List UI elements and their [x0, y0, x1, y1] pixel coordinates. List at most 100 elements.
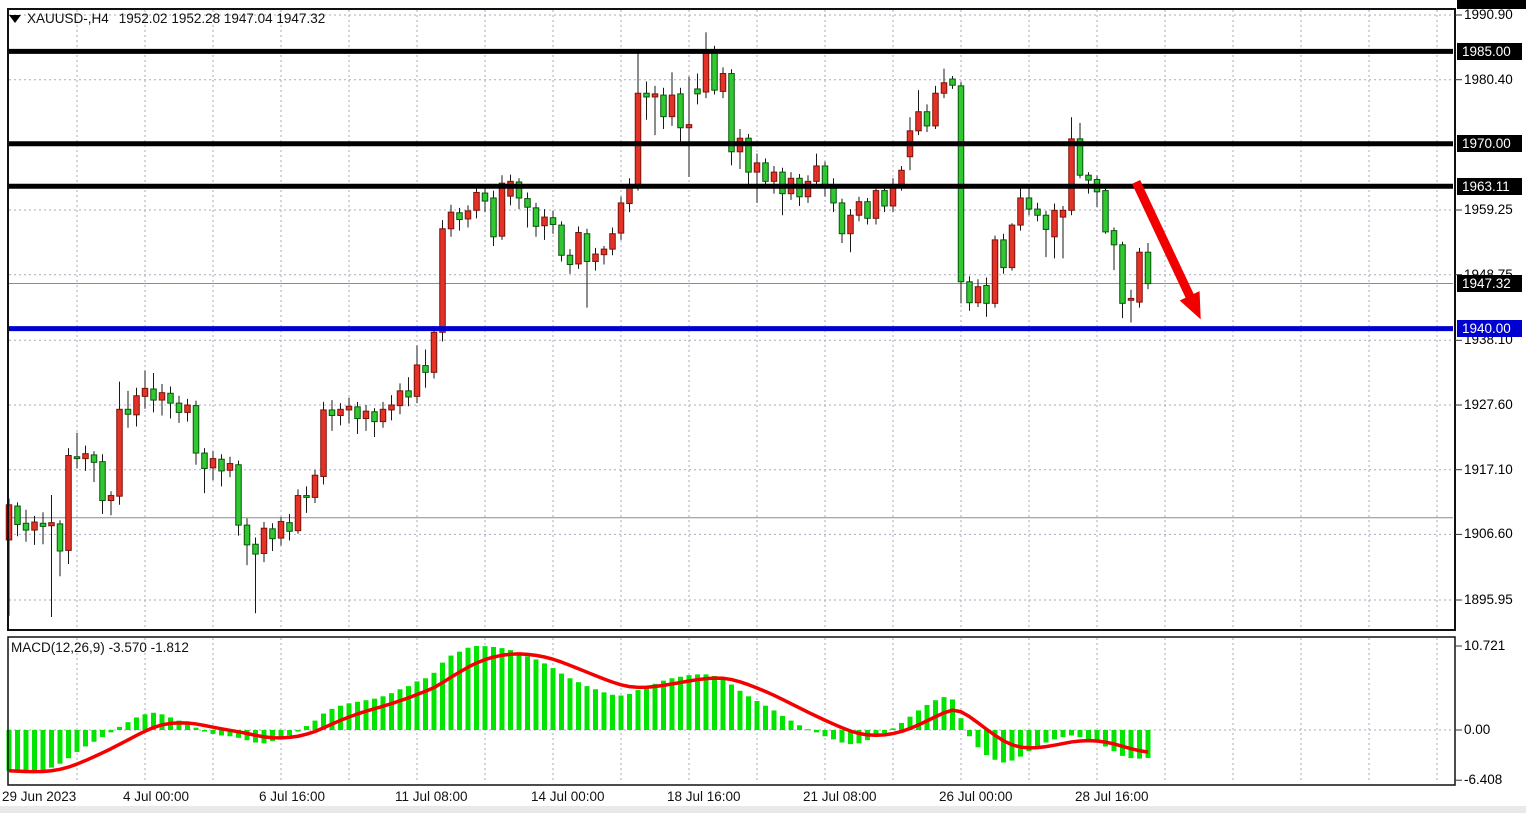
candle-body [1127, 297, 1135, 301]
candle-body [371, 411, 378, 423]
candle-body [677, 93, 684, 129]
candle-body [609, 233, 616, 250]
candle-body [22, 522, 30, 531]
macd-histogram-bar [686, 675, 692, 730]
trend-arrow-shaft[interactable] [1132, 180, 1197, 304]
candle-body [337, 408, 344, 416]
time-axis-label: 18 Jul 16:00 [667, 789, 741, 804]
macd-histogram-bar [567, 678, 573, 730]
candle-body [600, 248, 608, 256]
candle-body [719, 73, 727, 92]
macd-histogram-bar [984, 730, 989, 756]
time-axis-label: 11 Jul 08:00 [395, 789, 468, 804]
candle-body [192, 405, 200, 454]
price-badge: 1947.32 [1457, 275, 1522, 292]
macd-histogram-bar [924, 704, 930, 730]
candle-body [549, 217, 557, 225]
macd-indicator-label: MACD(12,26,9) -3.570 -1.812 [11, 640, 189, 655]
macd-histogram-bar [423, 678, 428, 730]
candle-body [575, 231, 582, 265]
time-axis-label: 6 Jul 16:00 [259, 789, 326, 804]
macd-histogram-bar [108, 730, 114, 733]
candle-body [1034, 208, 1041, 216]
price-badge: 1985.00 [1457, 42, 1522, 60]
time-axis-label: 21 Jul 08:00 [803, 789, 877, 804]
macd-histogram-bar [100, 730, 105, 738]
candle-body [830, 187, 837, 204]
macd-histogram-bar [1052, 730, 1057, 740]
candle-body [583, 233, 591, 262]
candle-body [702, 49, 710, 93]
candle-body [167, 392, 174, 404]
macd-histogram-bar [729, 684, 734, 730]
candle-body [269, 528, 276, 540]
macd-histogram-bar [899, 722, 904, 730]
candle-body [1068, 138, 1075, 211]
macd-histogram-bar [397, 689, 403, 730]
macd-histogram-bar [814, 730, 819, 733]
candle-body [73, 456, 81, 460]
candle-body [966, 281, 973, 304]
macd-histogram-bar [916, 710, 921, 730]
candle-body [1102, 190, 1109, 233]
candle-body [107, 495, 115, 501]
candle-body [498, 182, 506, 237]
candle-body [1025, 197, 1033, 210]
macd-histogram-bar [533, 659, 539, 730]
candle-body [872, 190, 880, 219]
macd-histogram-bar [1077, 730, 1083, 738]
macd-histogram-bar [1035, 730, 1040, 747]
candle-body [303, 495, 310, 498]
macd-histogram-bar [661, 680, 666, 730]
macd-histogram-bar [389, 693, 394, 730]
candle-body [56, 523, 64, 552]
chart-header: XAUUSD-,H4 1952.02 1952.28 1947.04 1947.3… [27, 11, 325, 26]
macd-histogram-bar [882, 730, 887, 734]
candle-body [405, 390, 412, 398]
time-axis-label: 4 Jul 00:00 [123, 789, 190, 804]
candle-body [158, 392, 166, 401]
price-tick-label: 1917.10 [1464, 461, 1513, 477]
symbol-dropdown-icon[interactable] [9, 15, 21, 23]
candle-body [175, 402, 183, 413]
macd-histogram-bar [992, 730, 998, 760]
candle-body [1017, 197, 1024, 226]
macd-histogram-bar [890, 728, 896, 730]
candle-body [864, 201, 871, 219]
candle-body [31, 521, 38, 531]
macd-histogram-bar [304, 726, 309, 730]
macd-histogram-bar [601, 692, 607, 730]
macd-histogram-bar [40, 730, 46, 771]
candle-body [456, 212, 463, 221]
macd-histogram-bar [1018, 730, 1023, 757]
macd-histogram-bar [525, 656, 530, 730]
candle-body [660, 94, 667, 118]
macd-histogram-bar [185, 723, 190, 730]
trend-arrow-head[interactable] [1179, 291, 1201, 320]
macd-signal-value: -1.812 [150, 640, 189, 655]
price-tick-label: 1959.25 [1464, 201, 1513, 217]
candle-body [643, 92, 650, 98]
macd-histogram-bar [1026, 730, 1032, 752]
time-axis-label: 29 Jun 2023 [2, 789, 77, 804]
candle-body [668, 94, 676, 118]
macd-histogram-bar [678, 676, 683, 730]
macd-histogram-bar [1060, 730, 1066, 738]
macd-histogram-bar [499, 648, 505, 730]
macd-histogram-bar [117, 726, 122, 730]
candle-body [464, 210, 472, 220]
candle-body [379, 408, 387, 423]
candle-body [532, 207, 540, 227]
macd-histogram-bar [66, 730, 71, 759]
macd-histogram-bar [159, 714, 165, 730]
macd-histogram-bar [958, 718, 964, 730]
candle-body [592, 253, 599, 262]
macd-histogram-bar [134, 717, 139, 730]
macd-histogram-bar [610, 694, 615, 730]
macd-histogram-bar [763, 705, 768, 730]
price-tick-label: 1895.95 [1464, 591, 1513, 607]
candle-body [39, 522, 47, 527]
macd-histogram-bar [856, 730, 862, 744]
macd-histogram-bar [210, 730, 216, 734]
